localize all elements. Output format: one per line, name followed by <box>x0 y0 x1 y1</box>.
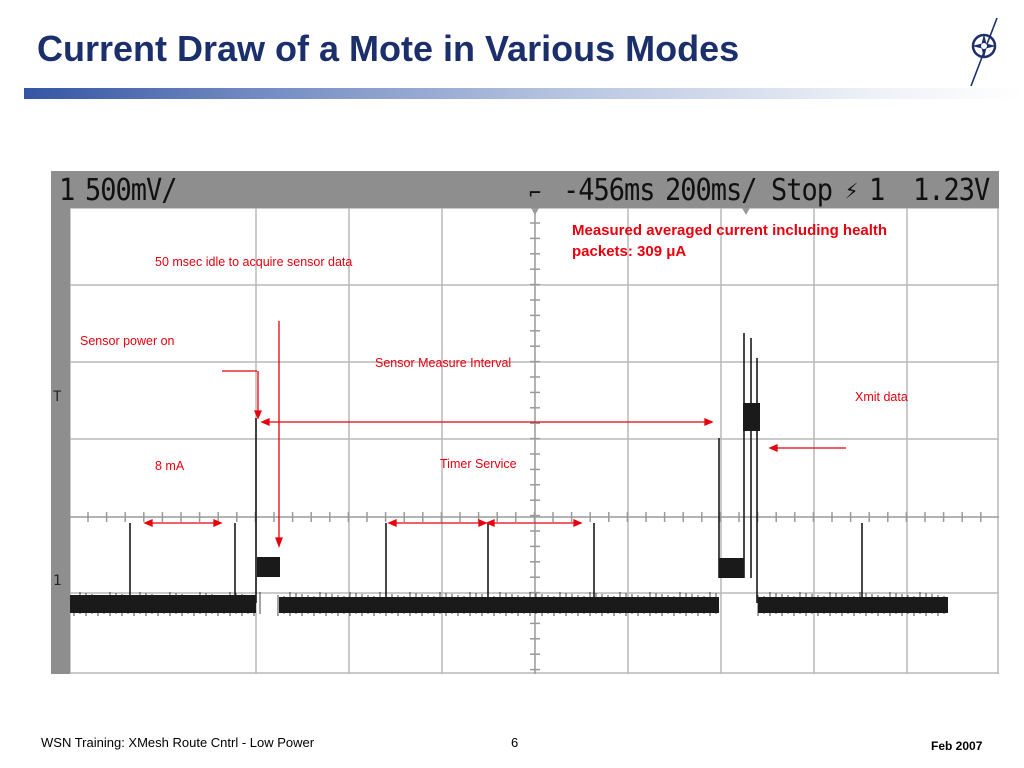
trace-baseline-segment <box>279 597 719 613</box>
trigger-level: 1.23V <box>913 173 990 208</box>
footer-course-title: WSN Training: XMesh Route Cntrl - Low Po… <box>41 735 315 750</box>
footer-date: Feb 2007 <box>931 739 983 753</box>
channel-scale: 500mV/ <box>85 173 178 208</box>
sensor-measure-interval-note: Sensor Measure Interval <box>375 356 512 370</box>
current-8ma-note: 8 mA <box>155 459 185 473</box>
ground-marker-icon: 1 <box>53 573 62 589</box>
annotation-arrows <box>143 321 846 548</box>
page-number: 6 <box>511 735 519 750</box>
time-scale: 200ms/ <box>665 173 758 208</box>
run-state: Stop <box>771 173 833 208</box>
timer-service-note: Timer Service <box>440 457 517 471</box>
channel-number: 1 <box>59 173 75 208</box>
idle-note: 50 msec idle to acquire sensor data <box>155 255 353 269</box>
averaged-current-note: Measured averaged current including heal… <box>572 222 888 260</box>
scope-screen <box>70 208 999 674</box>
slide-title: Current Draw of a Mote in Various Modes <box>37 28 740 69</box>
trace-sensor-on-level <box>257 557 280 577</box>
trigger-level-marker-icon: T <box>53 389 62 405</box>
sensor-power-on-note: Sensor power on <box>80 334 175 348</box>
trigger-source: 1 <box>869 173 885 208</box>
trace-pre-xmit-level <box>719 558 744 578</box>
trace-baseline-segment <box>70 595 256 613</box>
time-ref-marker: ⌐ <box>529 179 541 206</box>
trace-baseline-segment <box>758 597 948 613</box>
oscilloscope-capture: 1 500mV/ ⌐ -456ms 200ms/ Stop ⚡ 1 1.23V … <box>51 171 999 674</box>
trigger-edge-icon: ⚡ <box>845 177 858 205</box>
xmit-data-note: Xmit data <box>855 390 908 404</box>
time-offset: -456ms <box>563 173 656 208</box>
title-divider <box>24 88 1024 99</box>
scope-status-bar: 1 500mV/ ⌐ -456ms 200ms/ Stop ⚡ 1 1.23V <box>51 171 999 208</box>
scope-graticule <box>70 208 999 674</box>
compass-star-icon <box>970 17 998 87</box>
